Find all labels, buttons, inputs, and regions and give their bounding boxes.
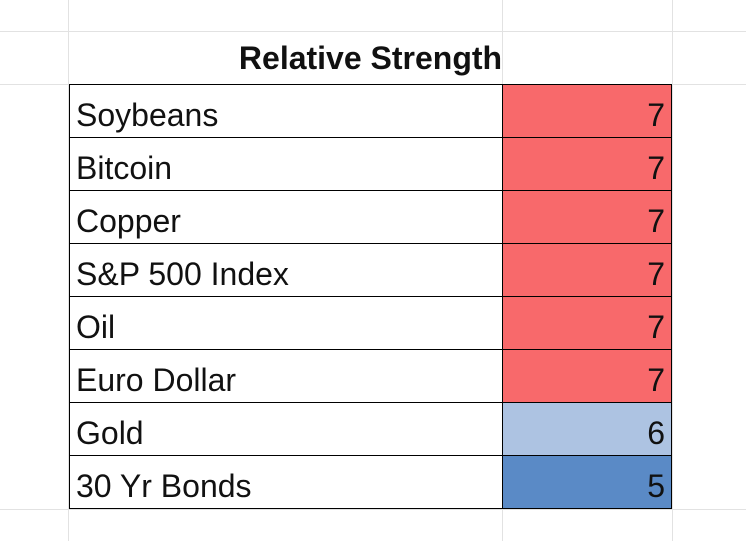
data-table: Soybeans 7 Bitcoin 7 Copper 7 S&P 500 In…	[69, 84, 672, 509]
table-row: Bitcoin 7	[70, 138, 672, 191]
name-cell[interactable]: S&P 500 Index	[70, 244, 503, 296]
table-row: Gold 6	[70, 403, 672, 456]
gridline	[68, 0, 69, 541]
value-cell[interactable]: 7	[503, 191, 672, 243]
name-cell[interactable]: Gold	[70, 403, 503, 455]
table-row: Copper 7	[70, 191, 672, 244]
value-cell[interactable]: 7	[503, 85, 672, 137]
sheet-title[interactable]: Relative Strength	[238, 39, 503, 76]
table-row: Soybeans 7	[70, 85, 672, 138]
table-row: S&P 500 Index 7	[70, 244, 672, 297]
name-cell[interactable]: Bitcoin	[70, 138, 503, 190]
gridline	[672, 0, 673, 541]
gridline	[0, 31, 746, 32]
table-row: 30 Yr Bonds 5	[70, 456, 672, 509]
value-cell[interactable]: 7	[503, 350, 672, 402]
name-cell[interactable]: 30 Yr Bonds	[70, 456, 503, 508]
gridline	[0, 509, 746, 510]
name-cell[interactable]: Oil	[70, 297, 503, 349]
table-row: Oil 7	[70, 297, 672, 350]
name-cell[interactable]: Copper	[70, 191, 503, 243]
value-cell[interactable]: 6	[503, 403, 672, 455]
name-cell[interactable]: Euro Dollar	[70, 350, 503, 402]
value-cell[interactable]: 7	[503, 297, 672, 349]
value-cell[interactable]: 5	[503, 456, 672, 508]
table-row: Euro Dollar 7	[70, 350, 672, 403]
value-cell[interactable]: 7	[503, 138, 672, 190]
value-cell[interactable]: 7	[503, 244, 672, 296]
name-cell[interactable]: Soybeans	[70, 85, 503, 137]
